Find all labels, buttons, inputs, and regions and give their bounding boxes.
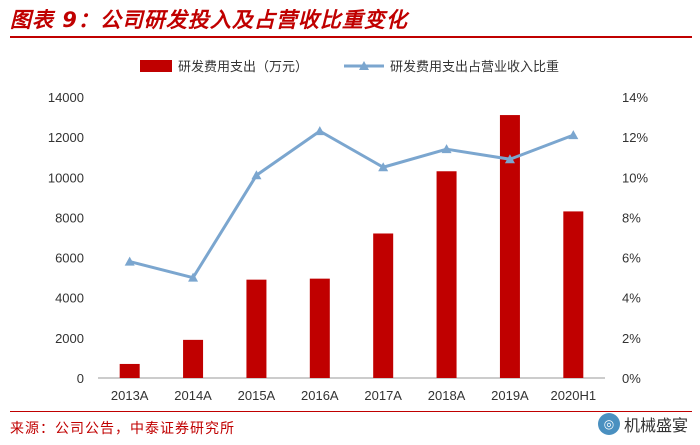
point-rd-ratio-2015a: [251, 170, 262, 180]
wechat-icon: ◎: [597, 413, 620, 435]
chart: 研发费用支出（万元） 研发费用支出占营业收入比重 0 2000 4000 6000 8000…: [48, 59, 649, 403]
legend-label-rd-expense: 研发费用支出（万元）: [178, 59, 308, 74]
point-rd-ratio-2014a: [188, 272, 199, 282]
x-tick-label: 2013A: [111, 388, 149, 403]
bar-2015a: [246, 279, 267, 378]
legend-marker-rd-ratio: [359, 61, 369, 70]
y-right-tick-label: 10%: [622, 170, 648, 185]
x-tick-label: 2015A: [238, 388, 276, 403]
y-left-tick-label: 4000: [55, 291, 84, 306]
bar-2018a: [436, 171, 457, 378]
x-tick-label: 2019A: [491, 388, 529, 403]
y-right-tick-label: 6%: [622, 251, 641, 266]
title-rule: [10, 36, 692, 38]
chart-title: 图表 9：公司研发投入及占营收比重变化: [10, 8, 408, 32]
y-left-tick-label: 0: [77, 371, 84, 386]
bar-2020h1: [563, 211, 584, 378]
line-rd-ratio: [129, 129, 574, 280]
legend-swatch-rd-expense: [140, 60, 172, 72]
y-right-tick-label: 14%: [622, 90, 648, 105]
x-tick-label: 2018A: [428, 388, 466, 403]
bar-2013a: [119, 363, 140, 378]
watermark-text: 机械盛宴: [623, 416, 688, 435]
x-tick-label: 2016A: [301, 388, 339, 403]
bar-2017a: [373, 233, 394, 378]
y-left-tick-label: 10000: [48, 170, 84, 185]
watermark: ◎ 机械盛宴: [597, 412, 688, 436]
y-left-tick-label: 14000: [48, 90, 84, 105]
y-left-tick-label: 12000: [48, 130, 84, 145]
point-rd-ratio-2018a: [441, 144, 452, 154]
y-right-tick-label: 0%: [622, 371, 641, 386]
y-right-tick-label: 12%: [622, 130, 648, 145]
y-right-tick-label: 8%: [622, 210, 641, 225]
point-rd-ratio-2019a: [504, 154, 515, 164]
bar-2014a: [183, 339, 204, 378]
x-tick-label: 2017A: [364, 388, 402, 403]
x-tick-label: 2014A: [174, 388, 212, 403]
bar-2019a: [499, 115, 520, 379]
point-rd-ratio-2020h1: [568, 130, 579, 140]
y-right-tick-label: 2%: [622, 331, 641, 346]
y-left-tick-label: 6000: [55, 251, 84, 266]
legend-label-rd-ratio: 研发费用支出占营业收入比重: [390, 59, 559, 74]
source-note: 来源：公司公告，中泰证券研究所: [10, 421, 235, 437]
x-tick-label: 2020H1: [551, 388, 597, 403]
point-rd-ratio-2013a: [124, 256, 135, 266]
y-left-tick-label: 2000: [55, 331, 84, 346]
point-rd-ratio-2016a: [314, 126, 325, 136]
bar-2016a: [309, 278, 330, 378]
y-left-tick-label: 8000: [55, 210, 84, 225]
y-right-tick-label: 4%: [622, 291, 641, 306]
point-rd-ratio-2017a: [378, 162, 389, 172]
footer-rule: [10, 411, 692, 412]
